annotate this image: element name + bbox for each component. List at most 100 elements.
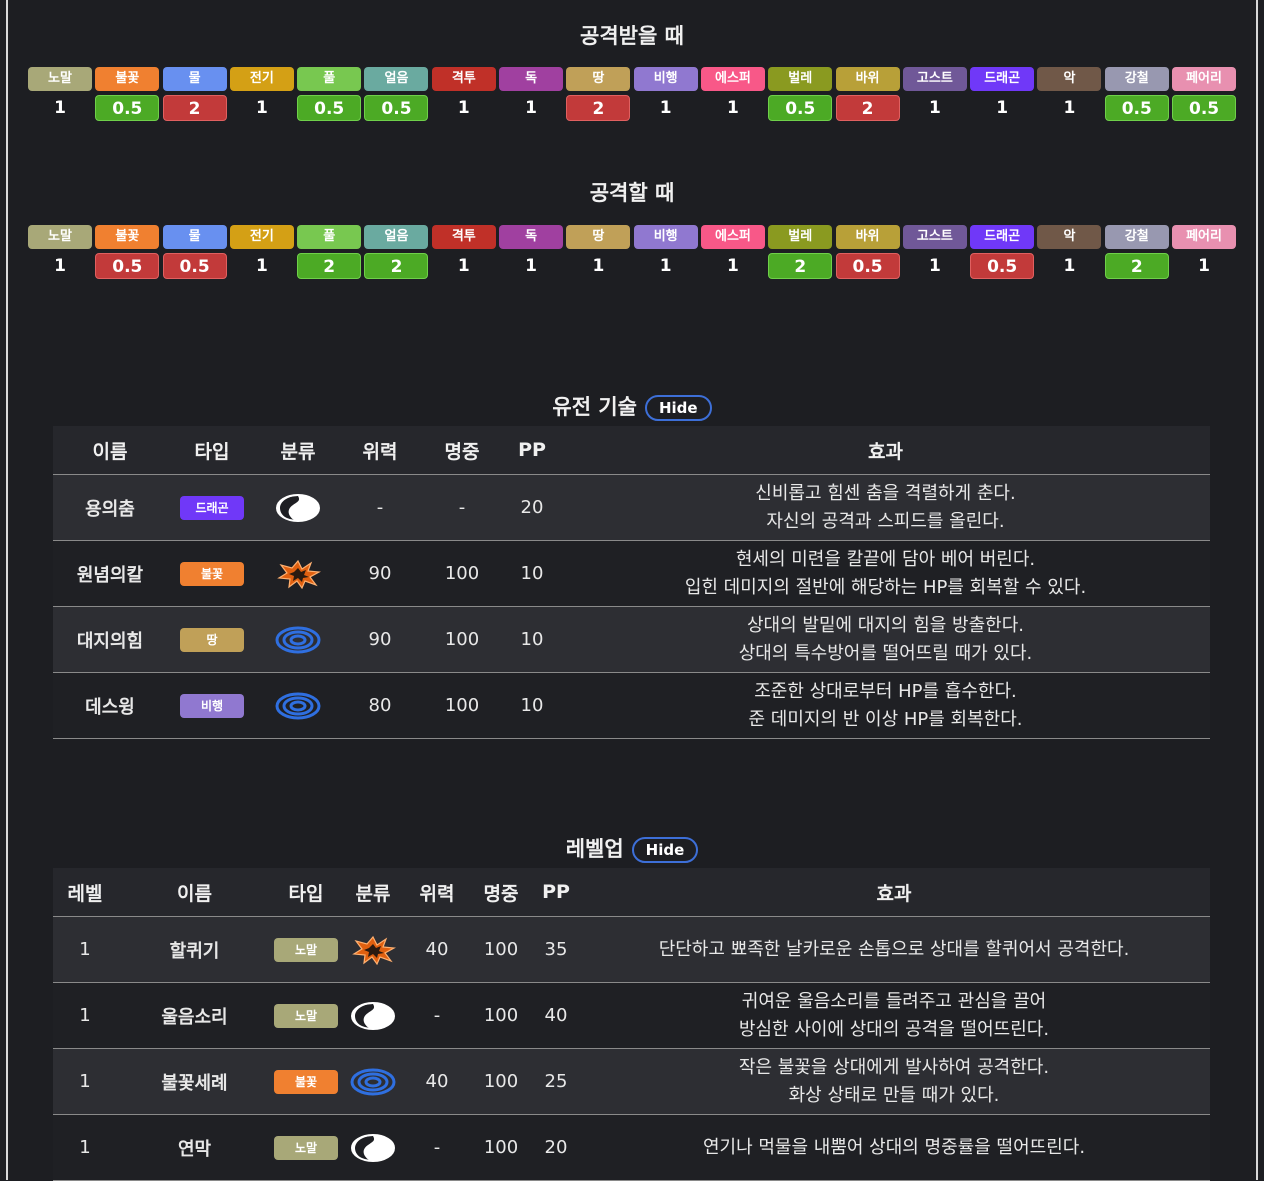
move-name[interactable]: 대지의힘: [53, 606, 167, 673]
move-row[interactable]: 1 할퀴기 노말 40 100 35 단단하고 뾰족한 날카로운 손톱으로 상대를 할퀴어서…: [53, 916, 1210, 983]
defense-multiplier: 1: [525, 98, 537, 118]
move-row[interactable]: 1 울음소리 노말 -100 40 귀여운 울음소리를 들려주고 관심을 끌어 방심한 사이…: [53, 982, 1210, 1049]
physical-category-icon: [257, 540, 339, 607]
move-type-cell: 불꽃: [167, 540, 257, 607]
move-type-cell: 비행: [167, 672, 257, 739]
column-header: 분류: [340, 868, 406, 917]
move-pp: 10: [503, 672, 561, 739]
defense-type-chip: 독: [499, 67, 564, 91]
move-name[interactable]: 데스윙: [53, 672, 167, 739]
move-row[interactable]: 원념의칼 불꽃 90 100 10 현세의 미련을 칼끝에 담아 베어 버린다. 입힌 데미…: [53, 540, 1210, 607]
move-pp: 20: [503, 474, 561, 541]
move-row[interactable]: 대지의힘 땅 90 100 10 상대의 발밑에 대지의 힘을 방출한다. 상대의 특수방어…: [53, 606, 1210, 673]
offense-multiplier: 1: [659, 256, 672, 276]
offense-type-chip: 바위: [835, 225, 900, 249]
move-pp: 10: [503, 606, 561, 673]
move-effect-line: 귀여운 울음소리를 들려주고 관심을 끌어: [741, 990, 1047, 1012]
defense-type-chip: 비행: [633, 67, 698, 91]
level-moves-table: 레벨 이름 타입 분류 위력 명중 PP 효과 1 할퀴기 노말 40 100 35 단단하고 뾰족한 날…: [53, 868, 1210, 1181]
egg-moves-heading: 유전 기술 Hide: [0, 391, 1264, 421]
move-name[interactable]: 할퀴기: [117, 916, 272, 983]
defense-type-chip: 고스트: [902, 67, 967, 91]
defense-title: 공격받을 때: [580, 24, 684, 48]
move-effect: 현세의 미련을 칼끝에 담아 베어 버린다. 입힌 데미지의 절반에 해당하는 H…: [561, 540, 1210, 607]
defense-multiplier: 1: [659, 98, 672, 118]
offense-multiplier: 1: [928, 256, 941, 276]
defense-type-chip: 바위: [835, 67, 900, 91]
offense-multiplier: 1: [1063, 256, 1076, 276]
move-accuracy: 100: [468, 1048, 534, 1115]
move-pp: 35: [534, 916, 578, 983]
page-frame: [6, 0, 1258, 1180]
move-effect-line: 조준한 상대로부터 HP를 흡수한다.: [754, 680, 1017, 702]
offense-type-chip: 풀: [297, 225, 362, 249]
move-row[interactable]: 용의춤 드래곤 - -20 신비롭고 힘센 춤을 격렬하게 춘다. 자신의 공격과 스피드…: [53, 474, 1210, 541]
move-name[interactable]: 용의춤: [53, 474, 167, 541]
egg-moves-hide-button[interactable]: Hide: [644, 395, 712, 421]
move-pp: 25: [534, 1048, 578, 1115]
egg-moves-title: 유전 기술: [552, 395, 637, 419]
move-effect: 신비롭고 힘센 춤을 격렬하게 춘다. 자신의 공격과 스피드를 올린다.: [561, 474, 1210, 541]
defense-type-chip: 풀: [297, 67, 362, 91]
special-category-icon: [257, 672, 339, 739]
offense-type-chip: 비행: [633, 225, 698, 249]
offense-type-chip: 격투: [431, 225, 496, 249]
defense-type-chip: 악: [1037, 67, 1102, 91]
move-power: 90: [339, 540, 421, 607]
move-row[interactable]: 1 연막 노말 -100 20 연기나 먹물을 내뿜어 상대의 명중률을 떨어뜨린다.: [53, 1114, 1210, 1181]
move-power: -: [406, 982, 468, 1049]
move-power: -: [406, 1114, 468, 1181]
move-type-badge: 땅: [180, 627, 244, 652]
move-name[interactable]: 불꽃세례: [117, 1048, 272, 1115]
move-name[interactable]: 원념의칼: [53, 540, 167, 607]
defense-type-chip: 물: [162, 67, 227, 91]
defense-multiplier: 1: [996, 98, 1009, 118]
level-moves-hide-button[interactable]: Hide: [631, 837, 699, 863]
defense-multiplier: 0.5: [1104, 95, 1169, 121]
move-effect: 작은 불꽃을 상대에게 발사하여 공격한다. 화상 상태로 만들 때가 있다.: [578, 1048, 1210, 1115]
defense-multiplier: 2: [566, 95, 631, 121]
defense-type-chip: 전기: [229, 67, 294, 91]
move-accuracy: -: [421, 474, 503, 541]
move-effect-line: 방심한 사이에 상대의 공격을 떨어뜨린다.: [738, 1018, 1050, 1040]
defense-multiplier: 1: [457, 98, 470, 118]
column-header: 명중: [468, 868, 534, 917]
defense-multiplier: 0.5: [1172, 95, 1237, 121]
offense-type-chip: 불꽃: [95, 225, 160, 249]
move-effect-line: 작은 불꽃을 상대에게 발사하여 공격한다.: [738, 1056, 1050, 1078]
move-name[interactable]: 울음소리: [117, 982, 272, 1049]
defense-type-chip: 에스퍼: [700, 67, 765, 91]
move-level: 1: [53, 916, 117, 983]
defense-type-chip: 페어리: [1172, 67, 1237, 91]
column-header: 위력: [406, 868, 468, 917]
column-header: 레벨: [53, 868, 117, 917]
move-effect: 조준한 상대로부터 HP를 흡수한다. 준 데미지의 반 이상 HP를 회복한다.: [561, 672, 1210, 739]
column-header: 명중: [421, 426, 503, 475]
defense-multiplier: 0.5: [297, 95, 362, 121]
move-type-cell: 땅: [167, 606, 257, 673]
move-type-badge: 불꽃: [180, 561, 244, 586]
move-row[interactable]: 데스윙 비행 80 100 10 조준한 상대로부터 HP를 흡수한다. 준 데미지의 반 …: [53, 672, 1210, 739]
column-header: PP: [534, 868, 578, 917]
offense-multiplier: 2: [1104, 253, 1169, 279]
move-row[interactable]: 1 불꽃세례 불꽃 40 100 25 작은 불꽃을 상대에게 발사하여 공격한다. 화상 상…: [53, 1048, 1210, 1115]
column-header: 타입: [167, 426, 257, 475]
offense-type-chip: 노말: [28, 225, 92, 249]
defense-type-chip: 얼음: [364, 67, 429, 91]
move-name[interactable]: 연막: [117, 1114, 272, 1181]
move-effect: 단단하고 뾰족한 날카로운 손톱으로 상대를 할퀴어서 공격한다.: [578, 916, 1210, 983]
move-type-badge: 불꽃: [274, 1069, 338, 1094]
physical-category-icon: [340, 916, 406, 983]
defense-multiplier: 0.5: [768, 95, 833, 121]
offense-type-chip: 에스퍼: [700, 225, 765, 249]
offense-title: 공격할 때: [589, 181, 675, 205]
defense-multiplier: 2: [162, 95, 227, 121]
column-header: 효과: [578, 868, 1210, 917]
defense-multiplier: 1: [54, 98, 66, 118]
move-accuracy: 100: [468, 982, 534, 1049]
move-type-badge: 드래곤: [180, 495, 244, 520]
move-level: 1: [53, 1114, 117, 1181]
status-category-icon: [257, 474, 339, 541]
column-header: 타입: [272, 868, 340, 917]
move-power: 40: [406, 1048, 468, 1115]
